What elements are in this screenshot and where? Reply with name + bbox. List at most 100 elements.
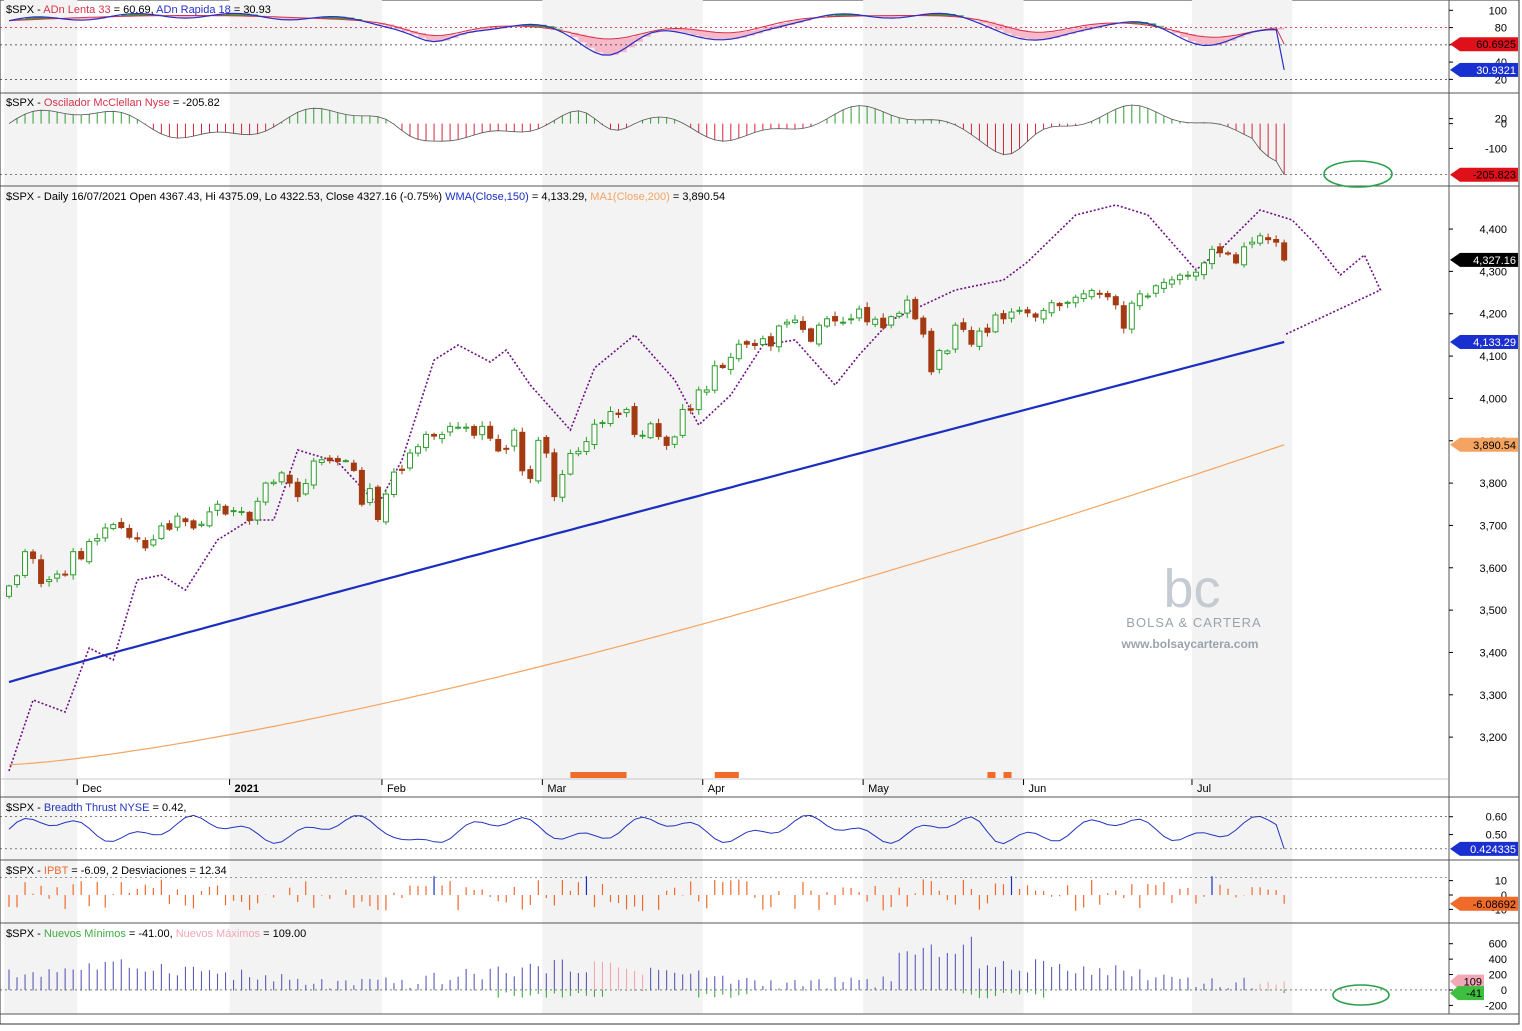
candle-body (688, 409, 693, 411)
candle-body (552, 453, 557, 497)
month-label-mar: Mar (547, 783, 566, 795)
candle-body (624, 409, 629, 412)
candle-body (1113, 297, 1118, 305)
candle-body (87, 542, 92, 562)
price-panel-title: $SPX - Daily 16/07/2021 Open 4367.43, Hi… (6, 191, 725, 203)
candle-body (375, 487, 380, 519)
candle-body (656, 424, 661, 437)
month-label-jun: Jun (1029, 783, 1047, 795)
candle-body (1242, 247, 1247, 265)
month-band (4, 0, 77, 1014)
candle-body (616, 413, 621, 414)
ad-fill-segment (715, 32, 723, 39)
candle-body (127, 528, 132, 537)
bt-axis-tick-label: 0.50 (1486, 830, 1507, 842)
ad-fill-segment (1204, 37, 1212, 46)
ad-panel-title: $SPX - ADn Lenta 33 = 60.69, ADn Rapida … (6, 4, 271, 16)
candle-body (279, 473, 284, 482)
candle-body (544, 437, 549, 453)
watermark-logo: bc (1163, 559, 1220, 619)
candle-body (1089, 290, 1094, 296)
ad-title-fast-value: = 30.93 (231, 4, 271, 16)
candle-body (1017, 310, 1022, 311)
month-band (1192, 0, 1292, 1014)
candle-body (993, 315, 998, 332)
price-axis-tick-label: 3,300 (1479, 690, 1507, 702)
candle-body (608, 412, 613, 424)
candle-body (1097, 293, 1102, 294)
candle-body (776, 326, 781, 347)
candle-body (584, 442, 589, 452)
candle-body (440, 434, 445, 438)
candle-body (1049, 303, 1054, 313)
candle-body (921, 318, 926, 334)
mcc-title-value: = -205.82 (170, 97, 220, 109)
candle-body (792, 320, 797, 322)
candle-body (833, 317, 838, 321)
candle-body (231, 511, 236, 512)
candle-body (391, 472, 396, 494)
candle-body (1282, 243, 1287, 260)
month-label-jul: Jul (1197, 783, 1211, 795)
candle-body (712, 366, 717, 390)
ipbt-title-name: IPBT (41, 865, 69, 877)
candle-body (119, 523, 124, 528)
candle-body (849, 319, 854, 320)
candle-body (7, 586, 12, 596)
candle-body (111, 525, 116, 529)
ad-title-symbol: $SPX - (6, 4, 41, 16)
candle-body (199, 524, 204, 525)
candle-body (977, 331, 982, 346)
candle-body (1201, 263, 1206, 275)
candle-body (881, 318, 886, 328)
candle-body (945, 351, 950, 353)
candle-body (1081, 294, 1086, 299)
nm-min-badge: -41 (1466, 988, 1482, 1000)
nm-title-max: Nuevos Máximos (173, 928, 261, 940)
candle-body (1129, 303, 1134, 329)
candle-body (1001, 314, 1006, 319)
candle-body (1057, 303, 1062, 305)
candle-body (399, 469, 404, 470)
candle-body (464, 427, 469, 428)
candle-body (1177, 275, 1182, 279)
nm-title-max-value: = 109.00 (260, 928, 306, 940)
price-title-main: $SPX - Daily 16/07/2021 Open 4367.43, Hi… (6, 191, 442, 203)
candle-body (496, 439, 501, 450)
candle-body (488, 426, 493, 438)
candle-body (985, 328, 990, 332)
month-label-2021: 2021 (235, 783, 259, 795)
candle-body (672, 437, 677, 444)
watermark-name: BOLSA & CARTERA (1126, 615, 1261, 630)
candle-body (1193, 272, 1198, 276)
candle-body (1274, 240, 1279, 243)
price-title-wma-value: = 4,133.29, (529, 191, 587, 203)
ipbt-axis-tick-label: 10 (1495, 876, 1507, 888)
signal-mark (715, 772, 739, 778)
bt-title-symbol: $SPX - (6, 802, 41, 814)
candle-body (929, 331, 934, 371)
candle-body (528, 470, 533, 479)
candle-body (568, 453, 573, 474)
month-label-apr: Apr (708, 783, 725, 795)
candle-body (255, 501, 260, 520)
candle-body (480, 426, 485, 434)
candle-body (1234, 255, 1239, 263)
candle-body (696, 390, 701, 410)
ad-fill-segment (1028, 31, 1036, 39)
candle-body (31, 552, 36, 559)
candle-body (319, 460, 324, 463)
ad-fast-badge: 30.9321 (1476, 65, 1516, 77)
candle-body (183, 519, 188, 522)
candle-body (752, 344, 757, 346)
candle-body (592, 424, 597, 444)
candle-body (223, 506, 228, 514)
price-axis-tick-label: 4,300 (1479, 266, 1507, 278)
ad-slow-badge: 60.6925 (1476, 39, 1516, 51)
ad-axis-tick-label: 100 (1489, 5, 1507, 17)
candle-body (744, 342, 749, 345)
month-label-may: May (868, 783, 889, 795)
candle-body (504, 448, 509, 449)
candle-body (536, 440, 541, 481)
